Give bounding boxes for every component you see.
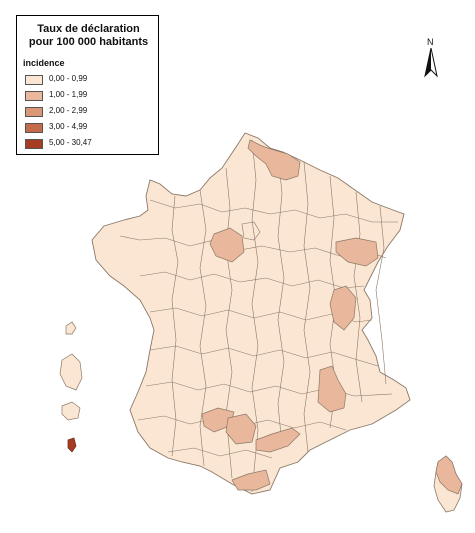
region-drome — [317, 365, 347, 413]
legend-label-1: 0,00 - 0,99 — [49, 74, 88, 83]
legend-label-2: 1,00 - 1,99 — [49, 90, 88, 99]
overseas-territory-1 — [65, 321, 77, 335]
highlighted-departments — [201, 139, 379, 491]
region-loiret — [209, 227, 245, 263]
region-haute-marne — [335, 237, 379, 267]
region-haute-corse — [435, 455, 463, 495]
legend-swatch-2 — [25, 91, 43, 101]
legend-swatch-5 — [25, 139, 43, 149]
region-tarn — [225, 413, 257, 445]
region-herault — [255, 427, 301, 453]
region-nord — [247, 139, 301, 181]
legend-swatch-3 — [25, 107, 43, 117]
legend-label-3: 2,00 - 2,99 — [49, 106, 88, 115]
north-letter: N — [427, 37, 434, 47]
legend-title-line2: pour 100 000 habitants — [28, 36, 149, 48]
overseas-territory-2 — [59, 353, 83, 391]
region-ain — [329, 285, 357, 331]
legend-swatch-1 — [25, 75, 43, 85]
legend-title: Taux de déclaration pour 100 000 habitan… — [17, 23, 160, 49]
legend-swatch-4 — [25, 123, 43, 133]
north-arrow: N — [424, 37, 438, 78]
legend-label-5: 5,00 - 30,47 — [49, 138, 92, 147]
north-arrow-icon — [424, 48, 438, 78]
legend-label-4: 3,00 - 4,99 — [49, 122, 88, 131]
legend-subtitle: incidence — [23, 58, 65, 68]
legend: Taux de déclaration pour 100 000 habitan… — [16, 15, 159, 155]
region-pyrenees-orientales — [231, 469, 271, 491]
overseas-territory-3 — [61, 401, 81, 421]
overseas-island — [67, 437, 77, 453]
legend-title-line1: Taux de déclaration — [37, 23, 140, 35]
